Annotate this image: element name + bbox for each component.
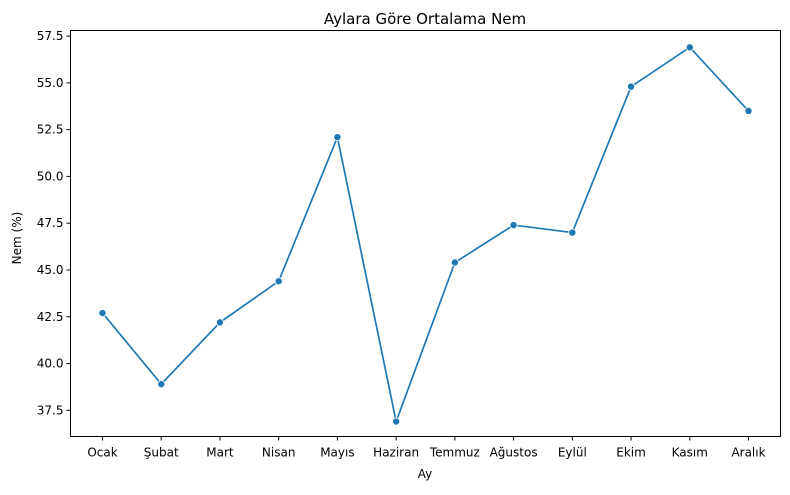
y-tick-label: 47.5 [37, 216, 64, 230]
x-tick-label: Mayıs [320, 446, 354, 460]
data-point [627, 82, 636, 91]
data-point [568, 228, 577, 237]
x-tick-label: Ağustos [490, 446, 538, 460]
data-point [157, 380, 166, 389]
data-point [509, 221, 518, 230]
x-tick-label: Eylül [558, 446, 587, 460]
data-point [274, 277, 283, 286]
x-tick-label: Ocak [87, 446, 117, 460]
series-layer [98, 43, 753, 426]
x-axis-label: Ay [418, 467, 433, 481]
y-axis-label: Nem (%) [10, 212, 24, 265]
y-tick-label: 55.0 [37, 76, 64, 90]
y-axis: 37.5 40.0 42.5 45.0 47.5 50.0 52.5 55.0 57.5 [37, 29, 71, 417]
y-tick-label: 45.0 [37, 263, 64, 277]
data-point [98, 309, 107, 318]
data-point [744, 106, 753, 115]
y-tick-label: 50.0 [37, 169, 64, 183]
y-tick-label: 42.5 [37, 310, 64, 324]
x-tick-label: Haziran [373, 446, 419, 460]
y-tick-label: 57.5 [37, 29, 64, 43]
data-point [215, 318, 224, 327]
plot-frame [70, 30, 781, 437]
chart-title: Aylara Göre Ortalama Nem [324, 10, 526, 28]
x-tick-label: Ekim [616, 446, 646, 460]
x-tick-label: Kasım [672, 446, 708, 460]
data-point [333, 133, 342, 142]
x-tick-label: Temmuz [429, 446, 480, 460]
y-tick-label: 52.5 [37, 123, 64, 137]
y-tick-label: 37.5 [37, 403, 64, 417]
x-tick-label: Aralık [731, 446, 765, 460]
x-tick-label: Şubat [144, 446, 179, 460]
x-axis: Ocak Şubat Mart Nisan Mayıs Haziran Temmuz Ağus… [87, 436, 766, 460]
x-tick-label: Nisan [262, 446, 296, 460]
x-tick-label: Mart [206, 446, 234, 460]
data-point [450, 258, 459, 267]
series-line [101, 46, 750, 423]
data-point [392, 417, 401, 426]
data-point [685, 43, 694, 52]
y-tick-label: 40.0 [37, 357, 64, 371]
